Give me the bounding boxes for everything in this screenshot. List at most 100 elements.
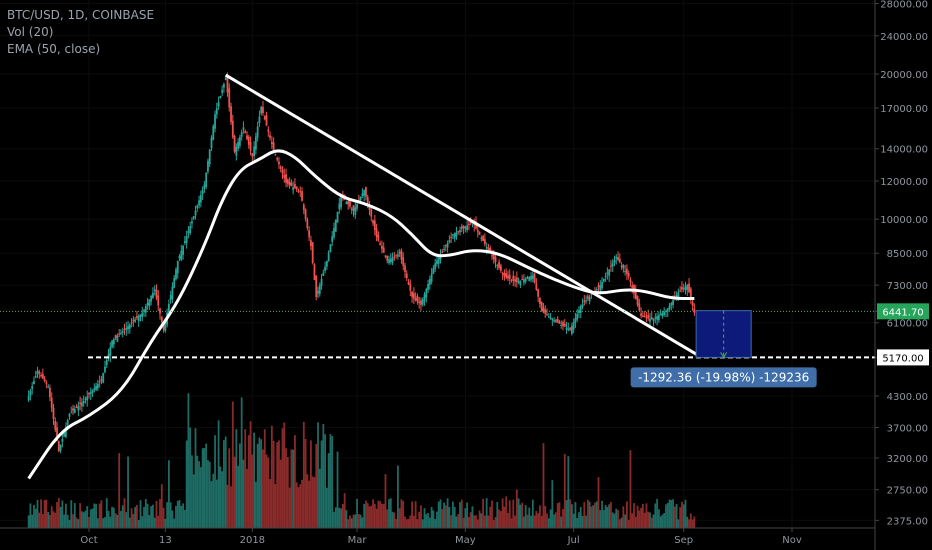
- candle: [98, 375, 101, 388]
- volume-bar: [524, 505, 527, 528]
- volume-bar: [657, 509, 660, 528]
- chart-lines: [0, 73, 875, 480]
- volume-bar: [27, 515, 30, 528]
- volume-bar: [652, 514, 655, 528]
- candle: [507, 270, 509, 281]
- candle: [618, 253, 621, 264]
- volume-bar: [283, 422, 286, 528]
- candle: [668, 303, 671, 311]
- volume-bar: [194, 428, 197, 528]
- legend-symbol[interactable]: BTC/USD, 1D, COINBASE: [7, 8, 155, 22]
- volume-bar: [453, 506, 456, 528]
- volume-bar: [121, 505, 124, 528]
- volume-bar: [343, 493, 346, 528]
- volume-bar: [130, 508, 133, 528]
- volume-bar: [405, 519, 408, 528]
- volume-bar: [201, 448, 204, 528]
- candle: [152, 287, 154, 299]
- candle: [517, 277, 520, 285]
- candle: [43, 375, 46, 383]
- price-axis[interactable]: 2375.00 2750.00 3200.00 3700.00 4300.00 5170.…: [874, 0, 932, 550]
- y-tick-label: 14000.00: [880, 145, 928, 156]
- volume-bar: [274, 483, 277, 528]
- candle: [602, 278, 605, 283]
- legend-ema[interactable]: EMA (50, close): [7, 42, 101, 56]
- volume-bar: [43, 500, 46, 528]
- legend-volume[interactable]: Vol (20): [7, 25, 54, 39]
- candle: [198, 195, 200, 209]
- volume-bar: [148, 515, 151, 528]
- candle: [626, 264, 628, 281]
- candle: [554, 318, 557, 324]
- volume-bar: [469, 512, 472, 528]
- candle: [412, 287, 415, 304]
- volume-bar: [436, 511, 438, 528]
- candle: [276, 156, 279, 162]
- candle: [116, 333, 119, 343]
- volume-bar: [128, 517, 131, 528]
- volume-bar: [246, 468, 248, 528]
- volume-bar: [414, 501, 417, 528]
- candle: [373, 214, 376, 236]
- candle: [95, 382, 98, 392]
- candle: [91, 389, 94, 398]
- volume-bar: [384, 474, 387, 528]
- ema-line[interactable]: [27, 149, 695, 480]
- volume-bar: [618, 519, 621, 528]
- volume-bar: [601, 500, 603, 528]
- volume-bar: [386, 509, 389, 528]
- candle: [233, 134, 236, 154]
- trend-line[interactable]: [224, 73, 701, 358]
- candle: [191, 217, 193, 229]
- candle: [308, 226, 311, 242]
- y-tick-label: 28000.00: [880, 0, 928, 11]
- candle: [155, 284, 158, 301]
- volume-bar: [366, 503, 369, 528]
- candle: [654, 313, 657, 324]
- volume-bar: [285, 448, 287, 528]
- candle: [404, 262, 406, 278]
- volume-bar: [437, 501, 440, 528]
- volume-bar: [688, 519, 690, 528]
- volume-bar: [491, 500, 493, 528]
- volume-bar: [167, 460, 170, 528]
- candle: [288, 177, 291, 189]
- candle: [604, 272, 607, 282]
- candle: [539, 296, 541, 308]
- candle: [210, 135, 213, 152]
- time-axis[interactable]: Oct 13 2018 Mar May Jul Sep Nov: [0, 527, 875, 546]
- candle: [450, 232, 453, 244]
- candle: [322, 269, 325, 276]
- volume-bar: [432, 510, 435, 528]
- volume-bar: [483, 515, 486, 528]
- candle: [263, 115, 266, 121]
- candle: [482, 234, 485, 241]
- candle: [468, 220, 470, 231]
- candle: [631, 281, 634, 294]
- price-range-measure[interactable]: -1292.36 (-19.98%) -129236: [630, 310, 817, 388]
- candle: [207, 158, 209, 174]
- volume-bar: [192, 474, 195, 528]
- volume-bar: [514, 515, 516, 528]
- volume-bar: [279, 459, 282, 528]
- volume-bar: [152, 504, 154, 528]
- candle: [661, 310, 664, 319]
- candle: [663, 307, 666, 317]
- candle: [134, 317, 137, 323]
- volume-bar: [178, 500, 181, 528]
- volume-bar: [155, 500, 158, 528]
- volume-bar: [581, 515, 584, 528]
- candle: [499, 263, 502, 274]
- volume-bar: [359, 514, 362, 528]
- volume-bar: [334, 507, 337, 528]
- candle: [217, 96, 220, 110]
- volume-bar: [34, 508, 37, 528]
- volume-bar: [476, 519, 479, 528]
- candle: [310, 235, 312, 251]
- candle: [107, 348, 110, 362]
- volume-bar: [475, 515, 477, 528]
- candle: [128, 323, 131, 334]
- candle: [105, 358, 108, 369]
